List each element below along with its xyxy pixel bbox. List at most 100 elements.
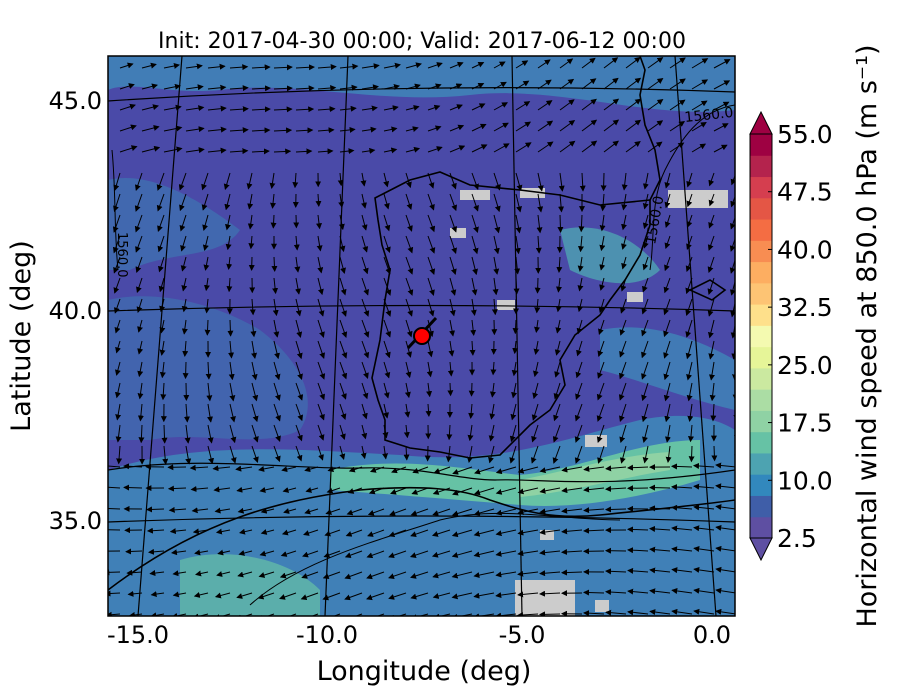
colorbar-band	[750, 261, 772, 284]
wind-arrow	[537, 141, 554, 153]
wind-arrow	[707, 235, 715, 251]
wind-speed-fill	[108, 56, 735, 616]
wind-arrow	[474, 466, 495, 475]
wind-arrow	[278, 613, 297, 616]
y-tick-label: 35.0	[49, 507, 102, 535]
wind-arrow	[691, 143, 707, 153]
wind-arrow	[273, 382, 281, 402]
wind-arrow	[578, 214, 585, 233]
meridian-m10	[324, 56, 349, 616]
wind-arrow	[189, 464, 209, 471]
wind-arrow	[115, 340, 121, 354]
wind-arrow	[583, 527, 605, 534]
wind-arrow	[663, 298, 671, 316]
wind-arrow	[271, 256, 278, 272]
wind-arrow	[339, 148, 355, 155]
wind-arrow	[127, 590, 143, 597]
colorbar-band	[750, 367, 772, 390]
wind-arrow	[383, 403, 389, 419]
wind-arrow	[574, 445, 583, 464]
wind-arrow	[202, 214, 209, 231]
wind-arrow	[337, 172, 344, 187]
wind-arrow	[361, 105, 378, 112]
wind-arrow	[203, 256, 210, 271]
wind-arrow	[207, 63, 226, 70]
wind-arrow	[537, 79, 552, 90]
wind-arrow	[149, 570, 165, 576]
colorbar-tick-label: 47.5	[777, 178, 833, 207]
wind-arrow	[260, 529, 275, 535]
wind-arrow	[229, 403, 236, 423]
wind-arrow	[664, 403, 671, 423]
wind-arrow	[360, 445, 367, 460]
wind-arrow	[339, 403, 347, 420]
wind-arrow	[410, 613, 429, 616]
wind-arrow	[270, 214, 277, 229]
wind-arrow	[537, 59, 551, 69]
wind-arrow	[114, 361, 121, 376]
wind-arrow	[136, 298, 143, 313]
wind-arrow	[339, 235, 346, 253]
wind-arrow	[185, 84, 204, 91]
wind-arrow	[125, 548, 143, 555]
wind-arrow	[664, 235, 671, 250]
wind-arrow	[322, 613, 341, 616]
wind-arrow	[715, 483, 735, 490]
wind-arrow	[493, 81, 507, 90]
map-panel: 1560.0 1560.0 1560.0	[108, 56, 751, 616]
wind-arrow	[251, 382, 259, 402]
wind-arrow	[426, 361, 433, 378]
wind-arrow	[449, 83, 463, 90]
wind-arrow	[366, 613, 385, 616]
wind-arrow	[178, 172, 187, 191]
wind-arrow	[561, 528, 583, 535]
wind-arrow	[447, 382, 454, 397]
map-frame	[107, 55, 736, 617]
wind-arrow	[229, 382, 236, 402]
colorbar-label: Horizontal wind speed at 850.0 hPa (m s⁻…	[852, 44, 883, 627]
wind-arrow	[449, 214, 458, 233]
wind-arrow	[293, 235, 300, 251]
wind-arrow	[539, 487, 561, 494]
wind-arrow	[489, 403, 496, 420]
wind-arrow	[159, 340, 166, 356]
wind-arrow	[471, 256, 478, 276]
wind-arrow	[730, 195, 735, 208]
wind-arrow	[512, 340, 519, 355]
wind-arrow	[603, 57, 619, 69]
colorbar-frame	[749, 133, 773, 539]
wind-arrow	[339, 382, 347, 400]
wind-arrow	[160, 382, 167, 401]
wind-arrow	[119, 62, 134, 69]
wind-arrow	[708, 214, 715, 229]
wind-arrow	[207, 403, 213, 423]
wind-arrow	[596, 382, 605, 401]
wind-arrow	[273, 319, 280, 338]
wind-arrow	[159, 298, 166, 313]
wind-arrow	[317, 64, 337, 70]
wind-arrow	[204, 319, 211, 336]
wind-arrow	[229, 85, 249, 92]
wind-arrow	[237, 507, 253, 514]
wind-arrow	[136, 277, 143, 294]
wind-arrow	[671, 484, 693, 491]
wind-arrow	[112, 214, 121, 233]
wind-arrow	[642, 256, 649, 271]
wind-arrow	[302, 550, 319, 558]
wind-arrow	[693, 462, 715, 469]
wind-arrow	[163, 146, 183, 153]
wind-arrow	[576, 319, 583, 335]
wind-arrow	[736, 82, 751, 89]
wind-arrow	[223, 172, 231, 191]
wind-arrow	[126, 569, 143, 576]
wind-arrow	[303, 529, 319, 536]
wind-arrow	[449, 298, 456, 317]
colorbar-tick-label: 25.0	[777, 351, 833, 380]
wind-arrow	[383, 298, 392, 317]
wind-arrow	[361, 84, 379, 91]
wind-arrow	[733, 434, 735, 441]
wind-arrow	[227, 319, 234, 337]
wind-arrow	[251, 127, 271, 134]
wind-arrow	[558, 193, 565, 213]
wind-arrow	[108, 507, 121, 510]
